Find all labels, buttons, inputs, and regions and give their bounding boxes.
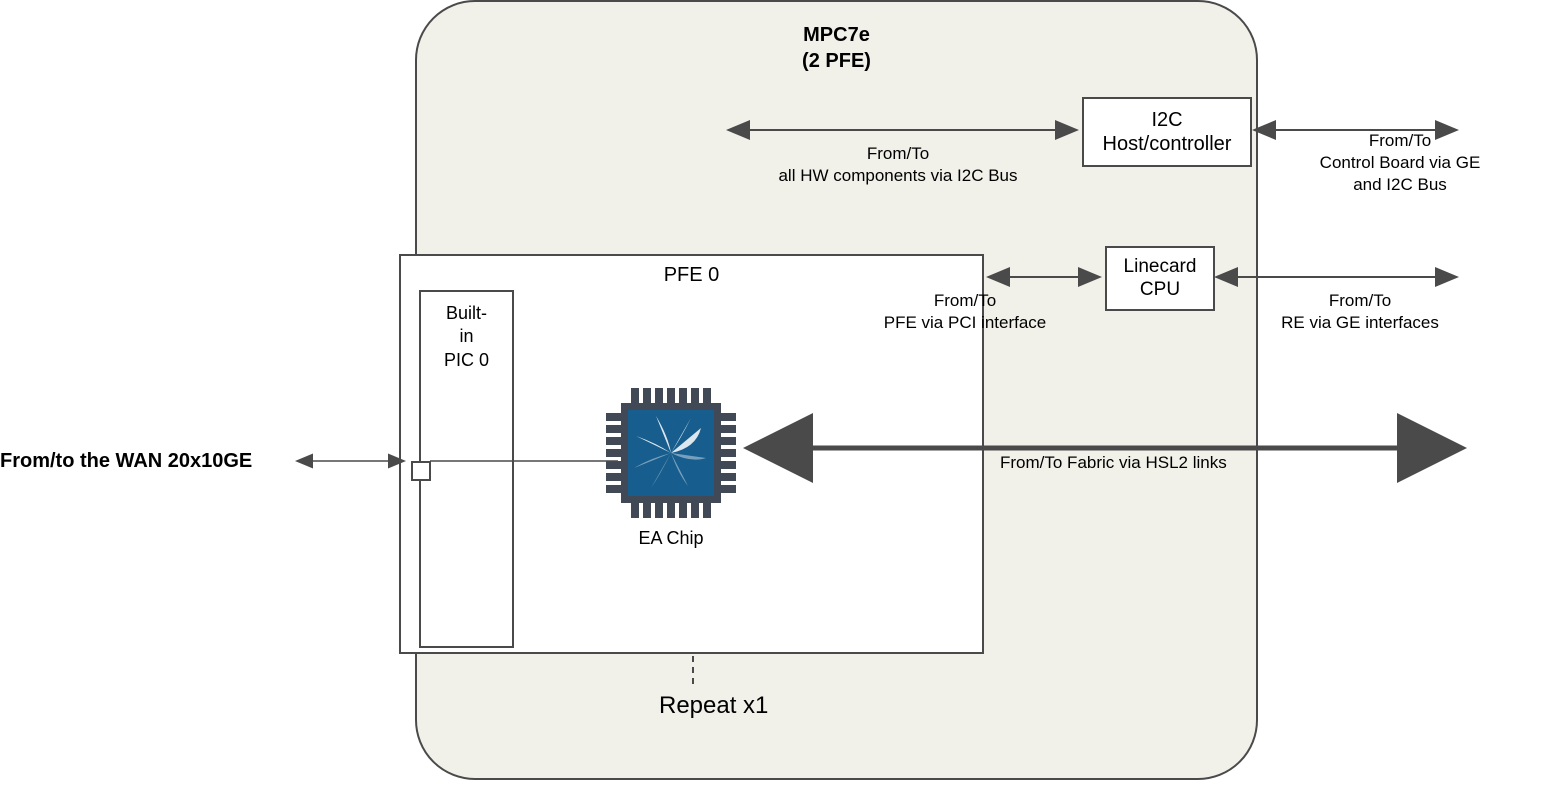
repeat-dashed-line <box>692 656 694 684</box>
i2c-host-controller-box: I2C Host/controller <box>1082 97 1252 167</box>
pic-label: Built-in PIC 0 <box>444 302 490 372</box>
linecard-left-label: From/To PFE via PCI interface <box>855 290 1075 334</box>
chip-label: EA Chip <box>638 528 703 549</box>
i2c-left-label: From/To all HW components via I2C Bus <box>733 143 1063 187</box>
pic-port <box>411 461 431 481</box>
fabric-label: From/To Fabric via HSL2 links <box>1000 452 1280 474</box>
linecard-right-label: From/To RE via GE interfaces <box>1250 290 1470 334</box>
diagram-title: MPC7e (2 PFE) <box>802 22 871 74</box>
ea-chip-icon <box>606 388 736 518</box>
linecard-cpu-box: Linecard CPU <box>1105 246 1215 311</box>
linecard-box-label: Linecard CPU <box>1124 256 1197 302</box>
wan-label: From/to the WAN 20x10GE <box>0 450 252 473</box>
i2c-right-label: From/To Control Board via GE and I2C Bus <box>1290 130 1510 196</box>
pfe-label: PFE 0 <box>664 264 720 287</box>
i2c-box-label: I2C Host/controller <box>1103 108 1232 156</box>
mpc7e-container: MPC7e (2 PFE) I2C Host/controller Lineca… <box>415 0 1258 780</box>
title-line1: MPC7e <box>802 22 871 48</box>
title-line2: (2 PFE) <box>802 48 871 74</box>
repeat-label: Repeat x1 <box>659 692 768 720</box>
pic-box: Built-in PIC 0 <box>419 290 514 648</box>
